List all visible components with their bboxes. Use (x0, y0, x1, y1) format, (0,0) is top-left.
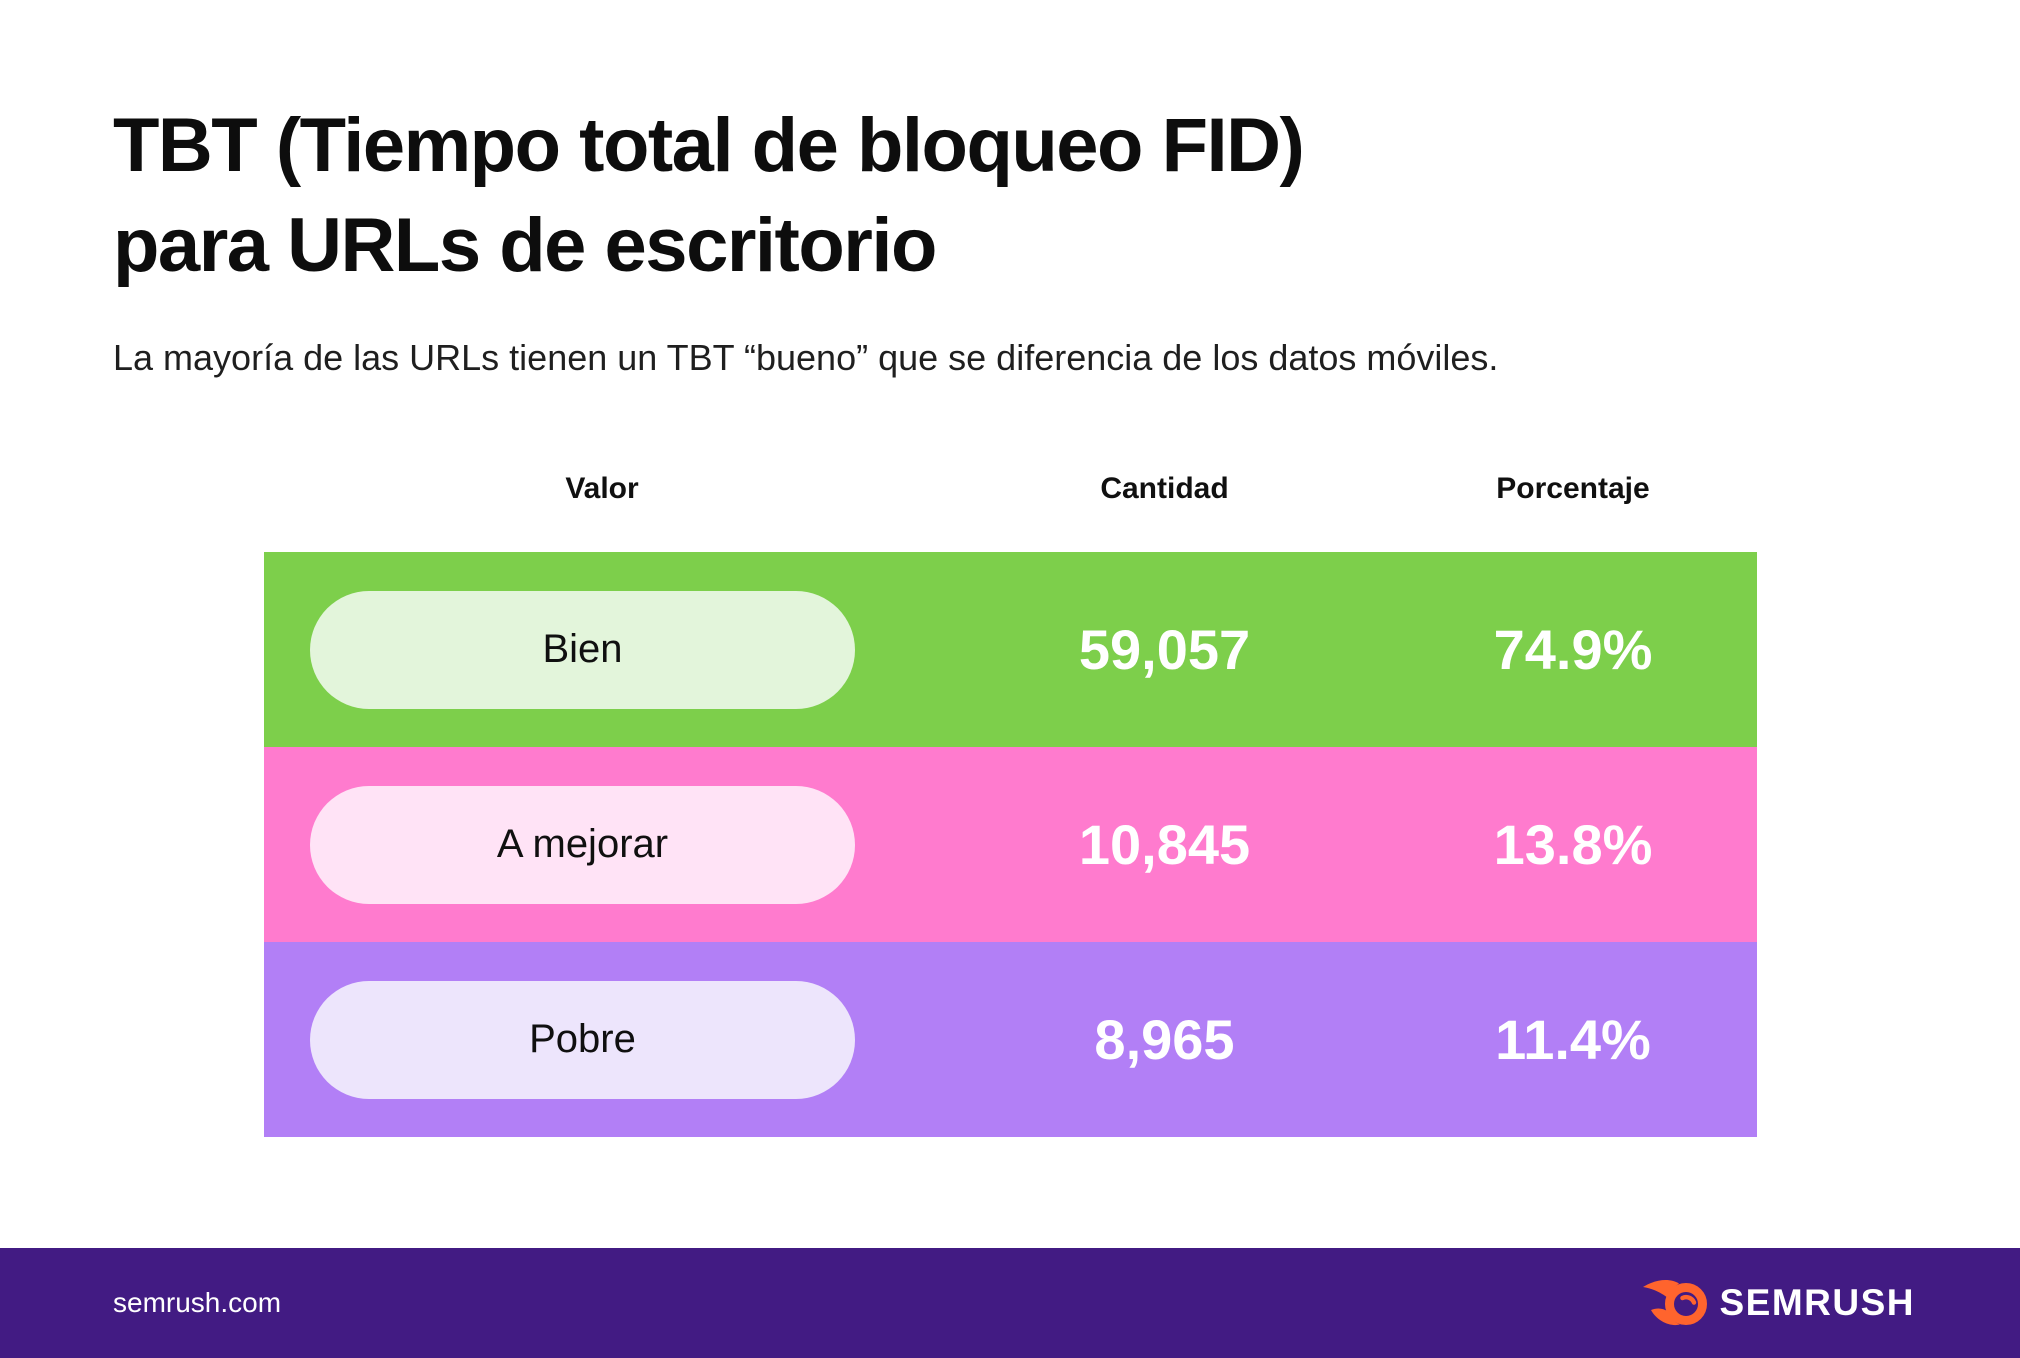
cantidad-value: 8,965 (1094, 1008, 1235, 1071)
main-content: TBT (Tiempo total de bloqueo FID) para UR… (113, 96, 2020, 1137)
site-url: semrush.com (113, 1287, 282, 1318)
footer: semrush.com SEMRUSH (0, 1248, 2020, 1358)
value-pill-a-mejorar: A mejorar (310, 785, 855, 904)
porcentaje-value: 13.8% (1493, 813, 1653, 876)
valor-cell: Pobre (264, 980, 940, 1099)
valor-cell: Bien (264, 590, 940, 709)
semrush-flame-icon (1643, 1280, 1708, 1326)
cantidad-value: 10,845 (1078, 813, 1251, 876)
column-header-porcentaje: Porcentaje (1496, 472, 1650, 505)
title-line-1: TBT (Tiempo total de bloqueo FID) (113, 103, 1305, 188)
value-pill-bien: Bien (310, 590, 855, 709)
valor-cell: A mejorar (264, 785, 940, 904)
table-row-bien: Bien 59,057 74.9% (264, 552, 1757, 747)
table-header-row: Valor Cantidad Porcentaje (264, 472, 1757, 506)
pill-label: Bien (542, 627, 623, 671)
subtitle: La mayoría de las URLs tienen un TBT “bu… (113, 337, 1499, 378)
data-table: Valor Cantidad Porcentaje Bien 59,057 74… (264, 472, 1757, 1137)
table-row-pobre: Pobre 8,965 11.4% (264, 942, 1757, 1137)
porcentaje-value: 74.9% (1493, 618, 1653, 681)
column-header-cantidad: Cantidad (1100, 472, 1229, 505)
title-line-2: para URLs de escritorio (113, 203, 937, 288)
page-title: TBT (Tiempo total de bloqueo FID) para UR… (113, 96, 2020, 296)
porcentaje-value: 11.4% (1495, 1008, 1651, 1071)
pill-label: A mejorar (496, 822, 669, 866)
value-pill-pobre: Pobre (310, 980, 855, 1099)
column-header-valor: Valor (565, 472, 639, 505)
table-row-a-mejorar: A mejorar 10,845 13.8% (264, 747, 1757, 942)
brand-wordmark: SEMRUSH (1719, 1282, 1915, 1323)
cantidad-value: 59,057 (1078, 618, 1251, 681)
semrush-logo: SEMRUSH (1643, 1275, 1915, 1331)
pill-label: Pobre (529, 1017, 636, 1061)
